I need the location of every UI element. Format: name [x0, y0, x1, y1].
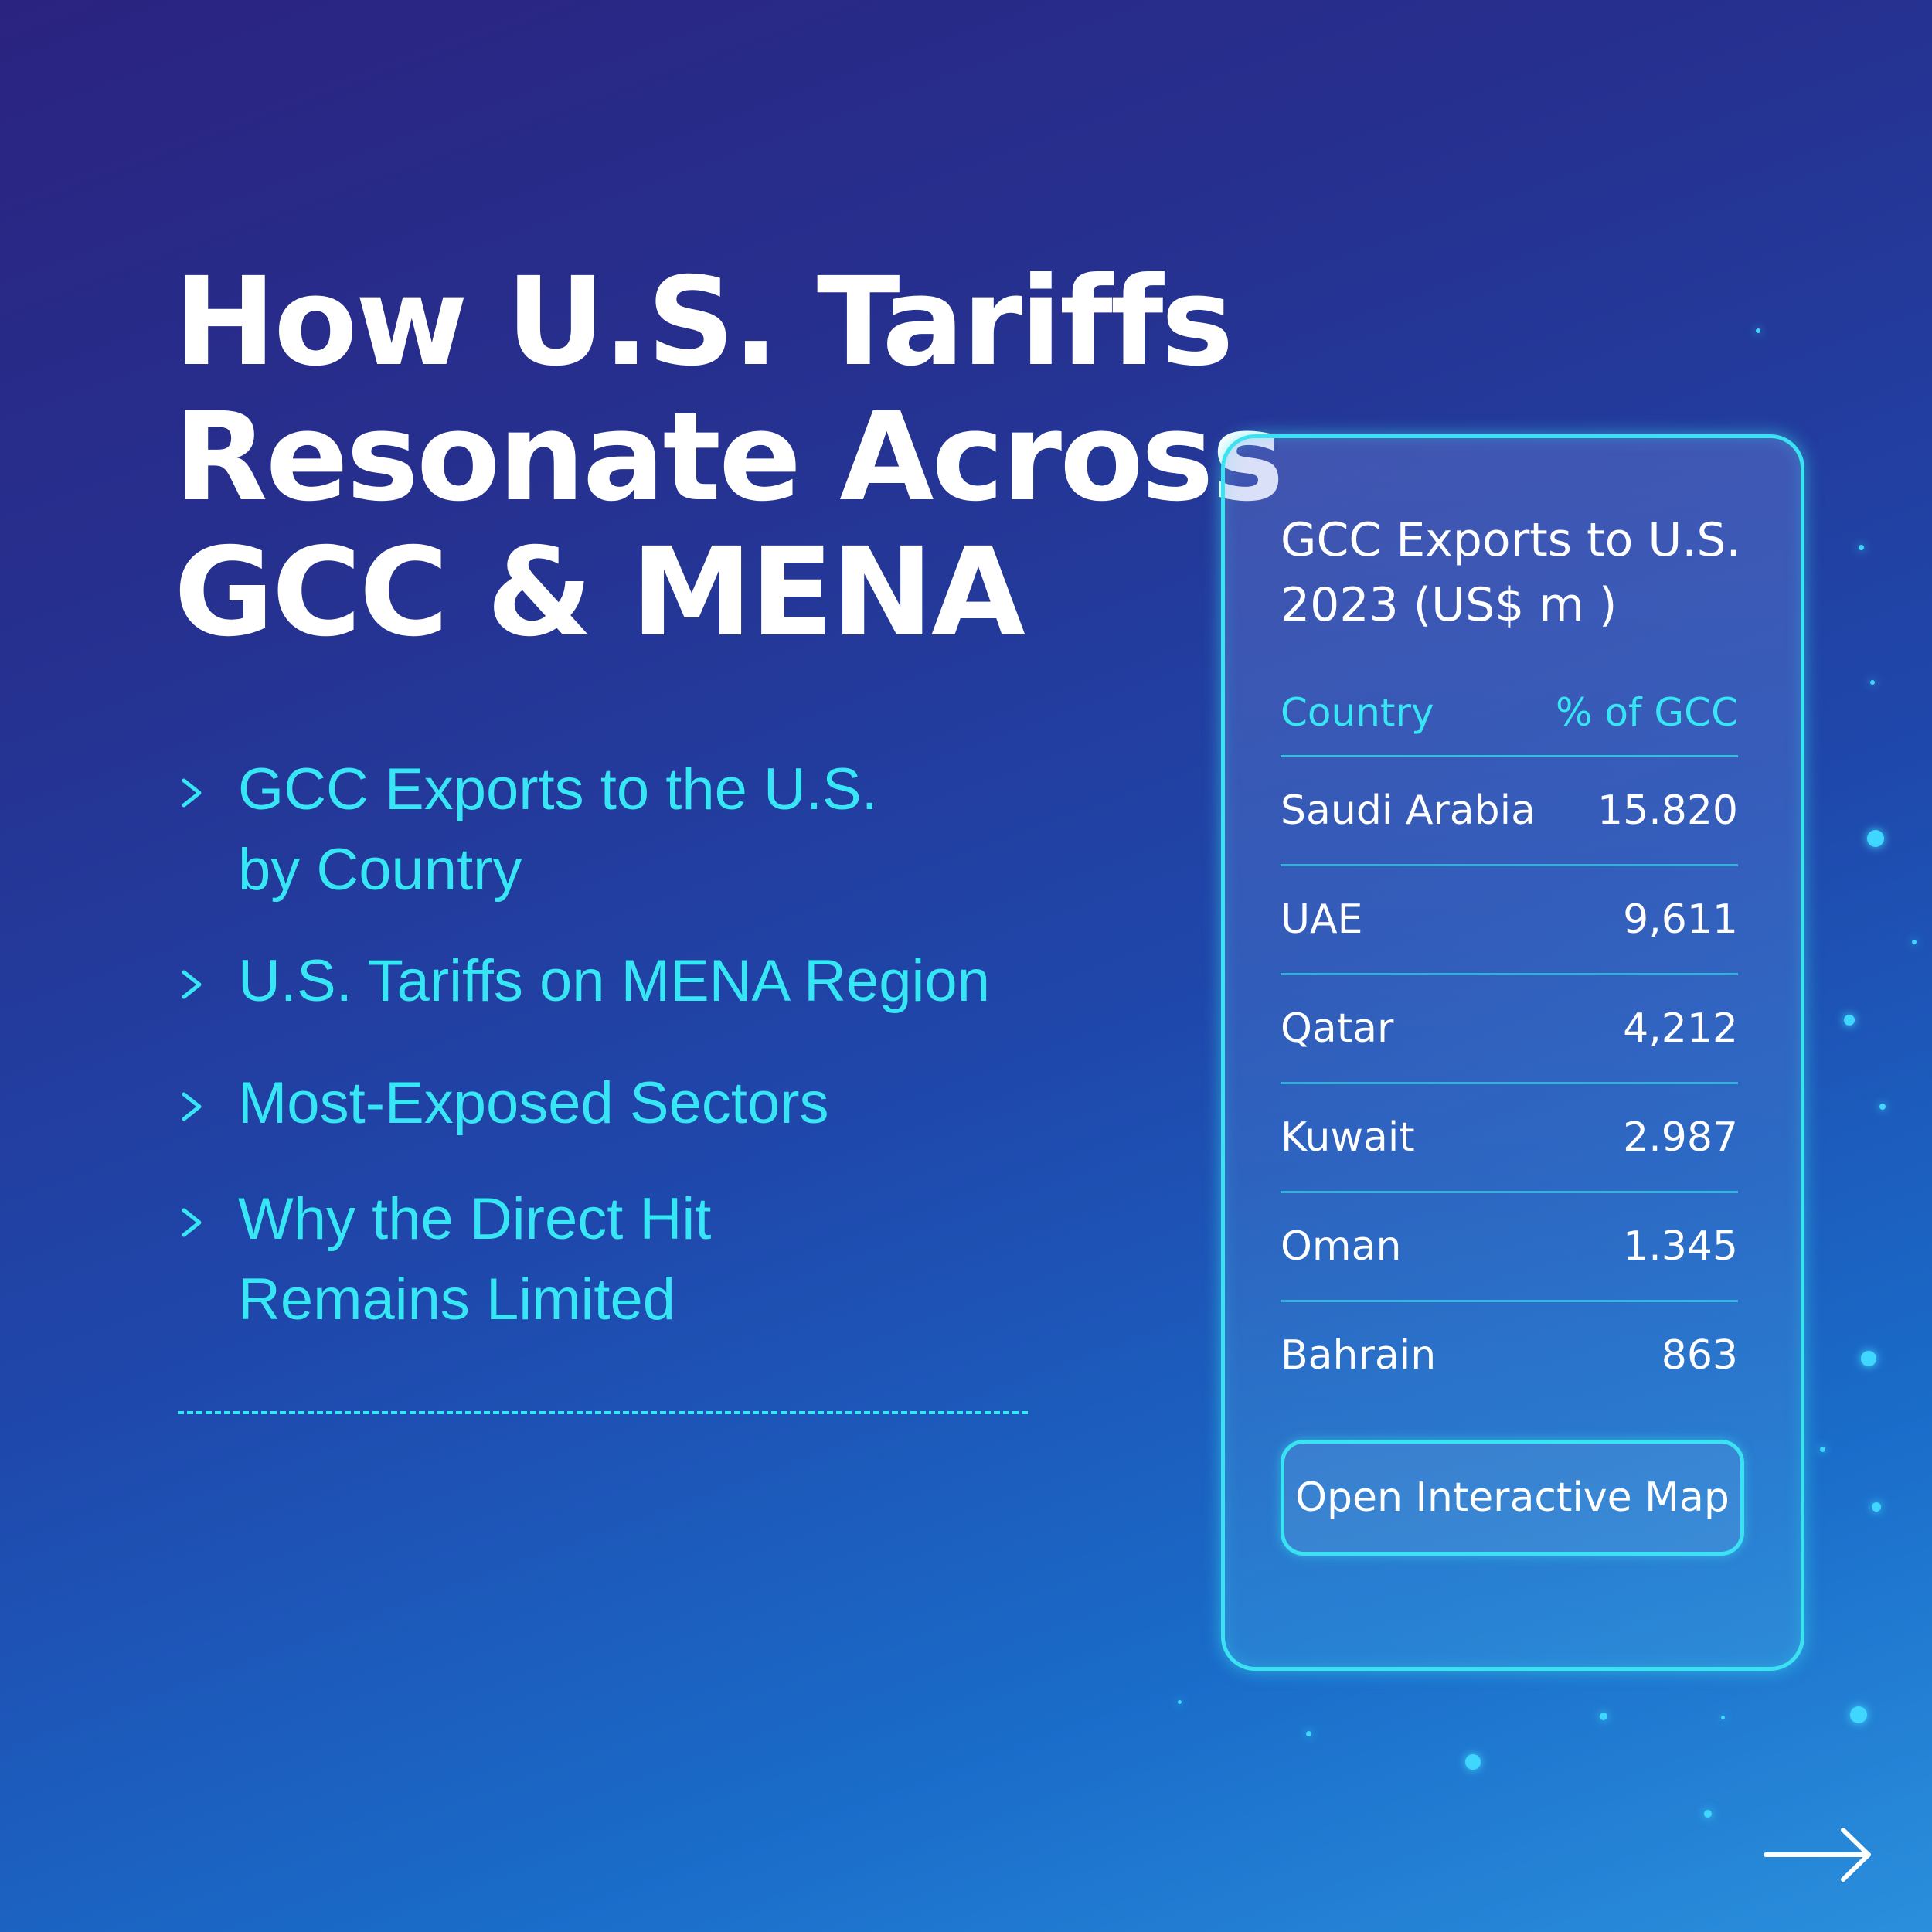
table-header: Country % of GCC: [1281, 670, 1738, 757]
arrow-right-icon[interactable]: [1762, 1824, 1874, 1886]
topic-text: Why the Direct Hit: [238, 1186, 712, 1252]
chevron-right-icon: [182, 778, 202, 808]
particle-dot: [1870, 680, 1875, 685]
table-row: Oman 1.345: [1281, 1193, 1738, 1302]
particle-dot: [1850, 1706, 1867, 1723]
title-line: Resonate Across: [174, 386, 1284, 529]
topic-item-tariffs-mena[interactable]: U.S. Tariffs on MENA Region: [176, 941, 1065, 1022]
value-cell: 1.345: [1623, 1223, 1738, 1270]
column-header-country: Country: [1281, 690, 1434, 735]
card-title-line: GCC Exports to U.S.: [1281, 513, 1741, 567]
table-row: Saudi Arabia 15.820: [1281, 757, 1738, 866]
particle-dot: [1756, 328, 1760, 333]
particle-dot: [1704, 1810, 1712, 1818]
exports-table: Country % of GCC Saudi Arabia 15.820 UAE…: [1281, 670, 1738, 1409]
particle-dot: [1861, 1351, 1876, 1366]
topic-text: Most-Exposed Sectors: [238, 1070, 829, 1136]
open-interactive-map-button[interactable]: Open Interactive Map: [1281, 1440, 1744, 1556]
country-cell: Bahrain: [1281, 1332, 1437, 1379]
topic-text: U.S. Tariffs on MENA Region: [238, 948, 990, 1014]
value-cell: 15.820: [1597, 787, 1738, 834]
particle-dot: [1465, 1754, 1481, 1770]
country-cell: Saudi Arabia: [1281, 787, 1536, 834]
particle-dot: [1306, 1731, 1311, 1736]
country-cell: Qatar: [1281, 1005, 1394, 1052]
value-cell: 4,212: [1623, 1005, 1738, 1052]
divider: [178, 1411, 1028, 1414]
title-line: How U.S. Tariffs: [174, 251, 1234, 393]
topic-text: Remains Limited: [238, 1267, 675, 1332]
table-row: Bahrain 863: [1281, 1302, 1738, 1409]
topic-text: by Country: [238, 837, 522, 903]
particle-dot: [1879, 1104, 1886, 1110]
value-cell: 863: [1661, 1332, 1738, 1379]
table-row: Qatar 4,212: [1281, 975, 1738, 1084]
topic-item-exports-by-country[interactable]: GCC Exports to the U.S. by Country: [176, 750, 1065, 910]
column-header-value: % of GCC: [1555, 690, 1738, 735]
topic-item-exposed-sectors[interactable]: Most-Exposed Sectors: [176, 1063, 1065, 1144]
topic-text: GCC Exports to the U.S.: [238, 757, 878, 822]
country-cell: UAE: [1281, 896, 1363, 943]
card-title-line: 2023 (US$ m ): [1281, 578, 1617, 632]
exports-card: GCC Exports to U.S. 2023 (US$ m ) Countr…: [1221, 434, 1804, 1671]
topic-item-direct-hit[interactable]: Why the Direct Hit Remains Limited: [176, 1179, 1065, 1340]
page-title: How U.S. Tariffs Resonate Across GCC & M…: [174, 251, 1284, 664]
card-title: GCC Exports to U.S. 2023 (US$ m ): [1281, 508, 1775, 638]
chevron-right-icon: [182, 970, 202, 999]
topic-list: GCC Exports to the U.S. by Country U.S. …: [176, 750, 1065, 1340]
particle-dot: [1721, 1716, 1725, 1719]
particle-dot: [1820, 1447, 1825, 1452]
table-row: UAE 9,611: [1281, 866, 1738, 975]
particle-dot: [1844, 1015, 1855, 1026]
particle-dot: [1600, 1713, 1607, 1720]
particle-dot: [1178, 1700, 1182, 1704]
particle-dot: [1859, 545, 1864, 550]
country-cell: Kuwait: [1281, 1114, 1415, 1161]
country-cell: Oman: [1281, 1223, 1402, 1270]
particle-dot: [1912, 940, 1917, 944]
chevron-right-icon: [182, 1092, 202, 1121]
value-cell: 2.987: [1623, 1114, 1738, 1161]
particle-dot: [1867, 830, 1884, 847]
particle-dot: [1872, 1502, 1881, 1512]
title-line: GCC & MENA: [174, 522, 1026, 664]
table-row: Kuwait 2.987: [1281, 1084, 1738, 1193]
value-cell: 9,611: [1623, 896, 1738, 943]
chevron-right-icon: [182, 1208, 202, 1237]
